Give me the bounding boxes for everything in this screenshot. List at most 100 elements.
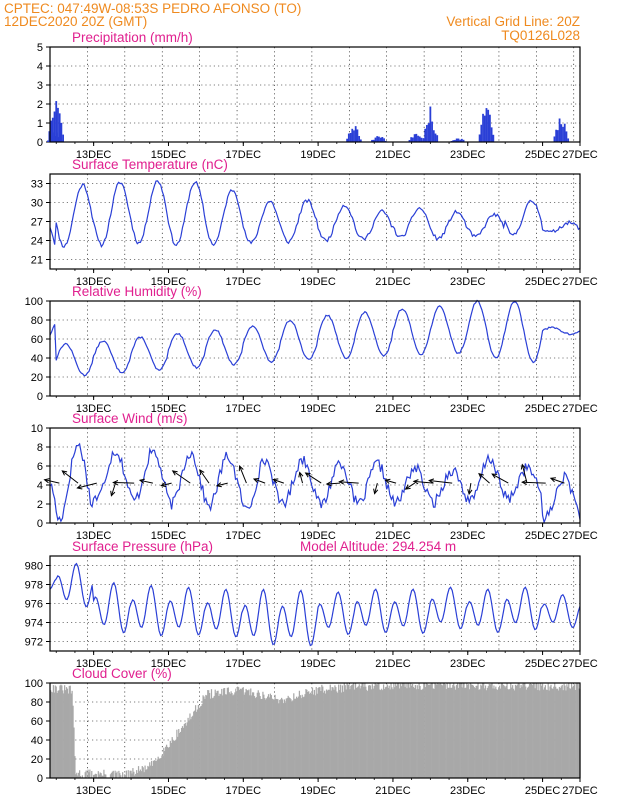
precip-bar <box>359 139 362 142</box>
x-tick-label: 25DEC <box>525 276 561 288</box>
cloud-bar <box>165 744 168 778</box>
cloud-bar <box>392 689 394 778</box>
cloud-bar <box>324 690 326 778</box>
cloud-bar <box>160 757 162 778</box>
y-tick-label: 2 <box>37 499 43 511</box>
x-tick-label: 17DEC <box>226 403 262 415</box>
cloud-bar <box>297 696 300 778</box>
temp-title: Surface Temperature (nC) <box>72 157 228 172</box>
cloud-bar <box>258 692 260 778</box>
cloud-bar <box>394 687 396 778</box>
cloud-bar <box>411 683 414 778</box>
cloud-bar <box>421 689 423 778</box>
cloud-bar <box>475 685 477 778</box>
cloud-bar <box>524 683 526 778</box>
cloud-bar <box>356 687 359 778</box>
cloud-bar <box>225 694 228 778</box>
precip-bar <box>483 115 486 142</box>
wind-vector <box>468 483 472 495</box>
cloud-bar <box>331 687 333 778</box>
cloud-bar <box>170 743 172 778</box>
cloud-bar <box>136 772 139 778</box>
cloud-bar <box>87 769 89 778</box>
cloud-bar <box>243 694 245 778</box>
wind-vector <box>405 482 416 490</box>
cloud-bar <box>461 687 463 778</box>
wind-vector-head <box>43 478 50 484</box>
cloud-bar <box>413 688 416 778</box>
x-tick-label: 23DEC <box>450 403 486 415</box>
x-tick-label: 21DEC <box>375 149 411 161</box>
cloud-bar <box>567 686 569 778</box>
cloud-bar <box>338 684 340 778</box>
cloud-bar <box>261 698 263 778</box>
cloud-bar <box>208 690 210 778</box>
cloud-bar <box>408 683 410 778</box>
precip-bar <box>413 134 416 142</box>
cloud-bar <box>507 688 509 778</box>
cloud-bar <box>220 694 222 778</box>
cloud-bar <box>359 688 361 778</box>
cloud-bar <box>437 683 439 778</box>
cloud-bar <box>151 760 153 778</box>
cloud-bar <box>111 771 113 778</box>
cloud-bar <box>246 690 248 778</box>
precip-bar <box>372 139 375 142</box>
wind-vector-head <box>520 463 526 470</box>
cloud-bar <box>296 698 299 778</box>
y-tick-label: 33 <box>31 179 43 191</box>
x-tick-label: 15DEC <box>151 785 187 797</box>
cloud-bar <box>486 687 489 778</box>
cloud-bar <box>519 688 521 778</box>
cloud-bar <box>255 697 257 778</box>
wind-vector <box>239 465 247 484</box>
wind-vector <box>429 480 453 484</box>
cloud-bar <box>469 689 471 778</box>
cloud-bar <box>411 685 413 778</box>
cloud-bar <box>513 690 516 778</box>
cloud-bar <box>491 683 493 778</box>
precip-bar <box>563 123 566 142</box>
cloud-bar <box>425 683 428 778</box>
cloud-bar <box>409 687 411 778</box>
cloud-bar <box>366 689 368 778</box>
x-tick-label: 17DEC <box>226 785 262 797</box>
cloud-bar <box>284 702 286 778</box>
cloud-bar <box>237 686 239 778</box>
x-tick-label: 19DEC <box>300 785 336 797</box>
precip-bar <box>485 108 488 142</box>
x-tick-label: 23DEC <box>450 276 486 288</box>
cloud-bar <box>238 689 241 778</box>
wind-vector-head <box>384 478 391 484</box>
panel-precip: 0 1 2 3 4 5 13DEC 15DEC 17DEC 19DEC 21DEC 23DEC 25DE… <box>37 42 598 161</box>
cloud-bar <box>254 698 257 778</box>
wind-vector-head <box>215 482 222 488</box>
cloud-bar <box>266 698 268 778</box>
cloud-bar <box>158 758 160 778</box>
cloud-bar <box>72 705 74 778</box>
wind-vector <box>339 481 359 484</box>
cloud-bar <box>517 683 519 778</box>
precip-bar <box>427 123 430 142</box>
wind-title: Surface Wind (m/s) <box>72 411 188 426</box>
x-tick-label: 25DEC <box>525 530 561 542</box>
x-tick-label: 17DEC <box>226 658 262 670</box>
wind-vector-head <box>171 470 178 476</box>
precip-bar <box>381 137 384 142</box>
cloud-bar <box>573 684 575 778</box>
cloud-bar <box>470 684 473 778</box>
cloud-bar <box>295 698 297 778</box>
cloud-bar <box>547 683 549 778</box>
cloud-bar <box>500 683 503 778</box>
cloud-bar <box>348 684 350 778</box>
cloud-bar <box>541 683 544 778</box>
cloud-bar <box>173 740 175 778</box>
cloud-bar <box>346 683 348 778</box>
x-tick-label: 15DEC <box>151 149 187 161</box>
cloud-bar <box>156 759 158 778</box>
header-grid-line: Vertical Grid Line: 20Z <box>446 14 580 29</box>
cloud-bar <box>110 772 113 778</box>
cloud-bar <box>553 686 555 778</box>
cloud-bar <box>59 685 61 778</box>
cloud-bar <box>363 686 365 778</box>
